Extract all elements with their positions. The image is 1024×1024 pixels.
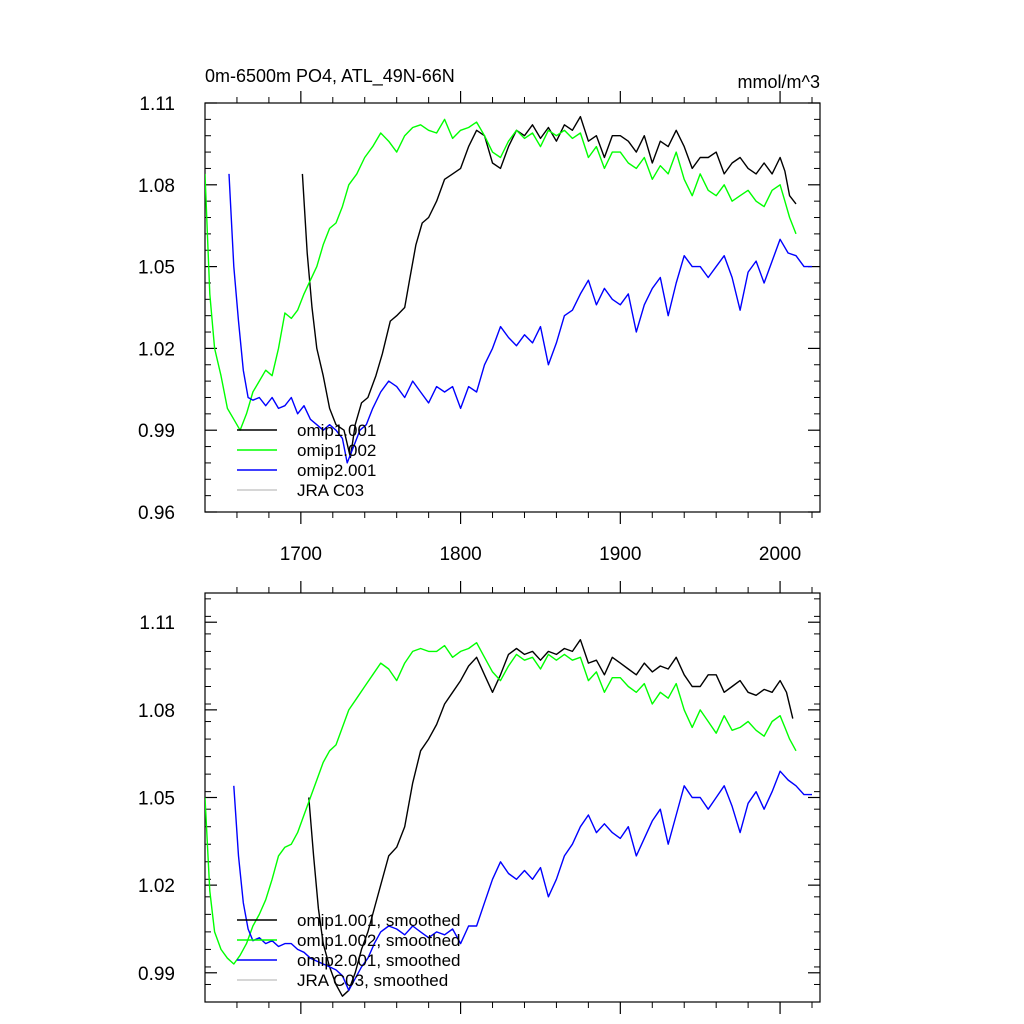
- legend-label: omip1.002: [297, 441, 376, 460]
- y-tick-label: 1.11: [139, 94, 175, 115]
- legend-label: JRA C03: [297, 481, 364, 500]
- y-tick-labels: 0.96 0.99 1.02 1.05 1.08 1.11: [138, 94, 175, 524]
- series-lines: [205, 115, 812, 464]
- legend-label: omip1.001: [297, 421, 376, 440]
- chart-title: 0m-6500m PO4, ATL_49N-66N: [205, 66, 455, 87]
- minor-ticks: [205, 97, 820, 518]
- series-lines: [205, 639, 812, 997]
- y-tick-label: 1.08: [138, 176, 175, 197]
- plot-frame: [204, 102, 821, 513]
- series-line-omip1-002: [205, 118, 797, 431]
- y-tick-label: 0.96: [138, 503, 175, 524]
- series-line-omip2-001-smoothed: [233, 770, 812, 991]
- bottom-panel: 0.99 1.02 1.05 1.08 1.11 omip1.001, smoothed…: [138, 581, 821, 1014]
- legend-label: omip1.002, smoothed: [297, 931, 461, 950]
- legend-label: JRA C03, smoothed: [297, 971, 448, 990]
- x-tick-label: 2000: [759, 544, 801, 565]
- series-line-omip2-001: [228, 173, 812, 464]
- series-line-omip1-001: [301, 115, 797, 459]
- y-tick-labels: 0.99 1.02 1.05 1.08 1.11: [138, 613, 175, 985]
- legend-label: omip1.001, smoothed: [297, 911, 461, 930]
- y-tick-label: 1.11: [139, 613, 175, 634]
- y-tick-label: 1.05: [138, 789, 175, 810]
- major-ticks: [205, 581, 820, 1014]
- x-tick-labels: 1700 1800 1900 2000: [280, 544, 802, 565]
- y-tick-label: 1.08: [138, 701, 175, 722]
- x-tick-label: 1900: [599, 544, 641, 565]
- minor-ticks: [205, 587, 820, 1008]
- legend-label: omip2.001, smoothed: [297, 951, 461, 970]
- y-tick-label: 0.99: [138, 421, 175, 442]
- x-tick-label: 1700: [280, 544, 322, 565]
- series-line-omip1-002-smoothed: [205, 642, 797, 965]
- legend-label: omip2.001: [297, 461, 376, 480]
- y-tick-label: 1.05: [138, 258, 175, 279]
- units-label: mmol/m^3: [738, 72, 820, 92]
- x-tick-label: 1800: [439, 544, 481, 565]
- series-line-omip1-001-smoothed: [308, 639, 794, 997]
- top-panel: 0m-6500m PO4, ATL_49N-66N mmol/m^3 0.960…: [138, 66, 821, 565]
- y-tick-label: 1.02: [138, 876, 175, 897]
- y-tick-label: 0.99: [138, 964, 175, 985]
- y-tick-label: 1.02: [138, 339, 175, 360]
